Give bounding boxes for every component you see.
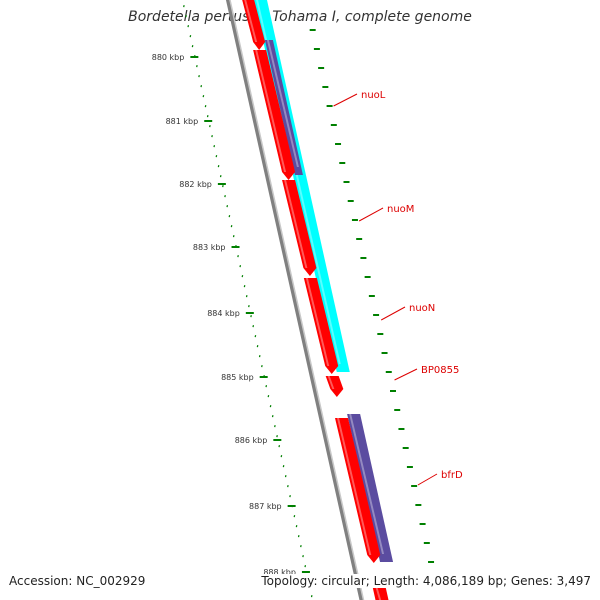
- cds-arrow-shine: [255, 50, 287, 172]
- backbone-layer: [225, 0, 365, 600]
- gene-label-bp0855: BP0855: [421, 365, 459, 376]
- gene-label-leader: [333, 93, 358, 107]
- gene-label-bfrd: bfrD: [441, 470, 463, 481]
- gene-label-leader: [380, 306, 406, 321]
- scale-tick-label: 884 kbp: [207, 309, 240, 318]
- scale-tick-label: 886 kbp: [235, 436, 268, 445]
- scale-tick-label: 883 kbp: [193, 243, 226, 252]
- cds-arrow: [303, 278, 339, 374]
- cds-arrow-shine: [305, 278, 330, 366]
- cds-arrow-shine: [244, 0, 258, 42]
- gene-label-leader: [417, 473, 438, 486]
- cds-arrow: [242, 0, 266, 50]
- scale-tick-label: 880 kbp: [152, 53, 185, 62]
- scale-tick-label: 885 kbp: [221, 373, 254, 382]
- orf-band-purple-shine: [349, 414, 385, 554]
- orf-band-purple-shine: [266, 40, 299, 167]
- cds-arrow: [335, 418, 381, 563]
- cds-arrow-shine: [327, 376, 335, 389]
- cds-arrow: [282, 180, 317, 276]
- features-layer: [242, 0, 394, 600]
- scale-ticks-layer: 880 kbp 881 kbp 882 kbp 883 kbp 884 kbp 885 k…: [152, 5, 435, 598]
- gene-label-leader: [358, 207, 384, 222]
- scale-tick-label: 882 kbp: [179, 180, 212, 189]
- orf-band-purple: [347, 414, 394, 562]
- map-title: Bordetella pertussis Tohama I, complete …: [128, 9, 472, 25]
- gene-label-nuol: nuoL: [361, 90, 386, 101]
- orf-band-purple: [264, 40, 303, 175]
- scale-tick-label: 887 kbp: [249, 502, 282, 511]
- gene-label-nuon: nuoN: [409, 303, 435, 314]
- genome-info-text: Topology: circular; Length: 4,086,189 bp…: [257, 574, 591, 588]
- gene-labels-layer: nuoL nuoM nuoN BP0855 bfrD: [333, 90, 463, 486]
- backbone-highlight: [229, 0, 365, 600]
- cds-arrow-shine: [284, 180, 308, 268]
- accession-text: Accession: NC_002929: [9, 574, 150, 588]
- backbone-line: [225, 0, 364, 600]
- cds-arrow: [253, 50, 296, 180]
- cds-arrow: [325, 376, 344, 397]
- gene-label-nuom: nuoM: [387, 204, 414, 215]
- gene-label-leader: [394, 368, 418, 381]
- scale-tick-label: 888 kbp: [263, 568, 296, 577]
- scale-tick-label: 881 kbp: [166, 117, 199, 126]
- cds-arrow-shine: [337, 418, 372, 555]
